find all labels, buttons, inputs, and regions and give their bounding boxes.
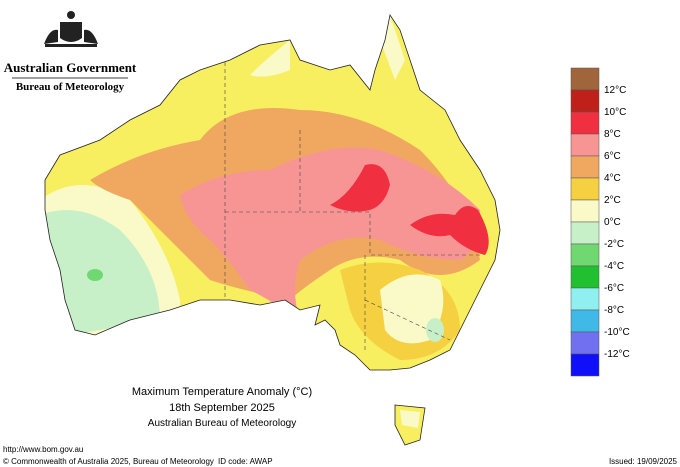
- legend-swatch: [570, 177, 600, 201]
- id-code: ID code: AWAP: [218, 457, 273, 466]
- coastline: [44, 13, 501, 371]
- legend-swatch: [570, 309, 600, 333]
- legend-swatch: [570, 111, 600, 135]
- date: 18th September 2025: [169, 402, 275, 414]
- subtitle: Australian Bureau of Meteorology: [148, 418, 296, 429]
- legend-label: -6°C: [604, 283, 624, 294]
- legend-swatch: [570, 353, 600, 377]
- legend-label: -10°C: [604, 327, 630, 338]
- state-borders: [224, 62, 480, 350]
- legend-swatch: [570, 89, 600, 113]
- government: Australian Government: [4, 60, 137, 75]
- title: Maximum Temperature Anomaly (°C): [132, 386, 312, 398]
- tasmania-region: [400, 410, 420, 428]
- legend-swatch: [570, 265, 600, 289]
- legend-swatch: [570, 133, 600, 157]
- legend: 12°C 10°C 8°C 6°C 4°C 2°C 0°C -2°C -4°C -6°C -8°C -…: [570, 67, 630, 377]
- issued: Issued: 19/09/2025: [609, 457, 678, 466]
- legend-label: 12°C: [604, 85, 626, 96]
- legend-label: 8°C: [604, 129, 621, 140]
- crest: [44, 11, 98, 47]
- legend-label: 4°C: [604, 173, 621, 184]
- legend-swatch: [570, 243, 600, 267]
- legend-label: 6°C: [604, 151, 621, 162]
- legend-label: -8°C: [604, 305, 624, 316]
- legend-swatch: [570, 287, 600, 311]
- legend-swatch: [570, 199, 600, 223]
- legend-swatch: [570, 331, 600, 355]
- legend-label: 0°C: [604, 217, 621, 228]
- legend-label: -4°C: [604, 261, 624, 272]
- legend-label: -12°C: [604, 349, 630, 360]
- legend-label: -2°C: [604, 239, 624, 250]
- legend-label: 10°C: [604, 107, 626, 118]
- url: http://www.bom.gov.au: [3, 445, 83, 454]
- legend-swatch: [570, 67, 600, 91]
- legend-swatch: [570, 155, 600, 179]
- copyright: © Commonwealth of Australia 2025, Bureau…: [3, 457, 214, 466]
- agency: Bureau of Meteorology: [16, 81, 125, 93]
- legend-swatch: [570, 221, 600, 245]
- legend-label: 2°C: [604, 195, 621, 206]
